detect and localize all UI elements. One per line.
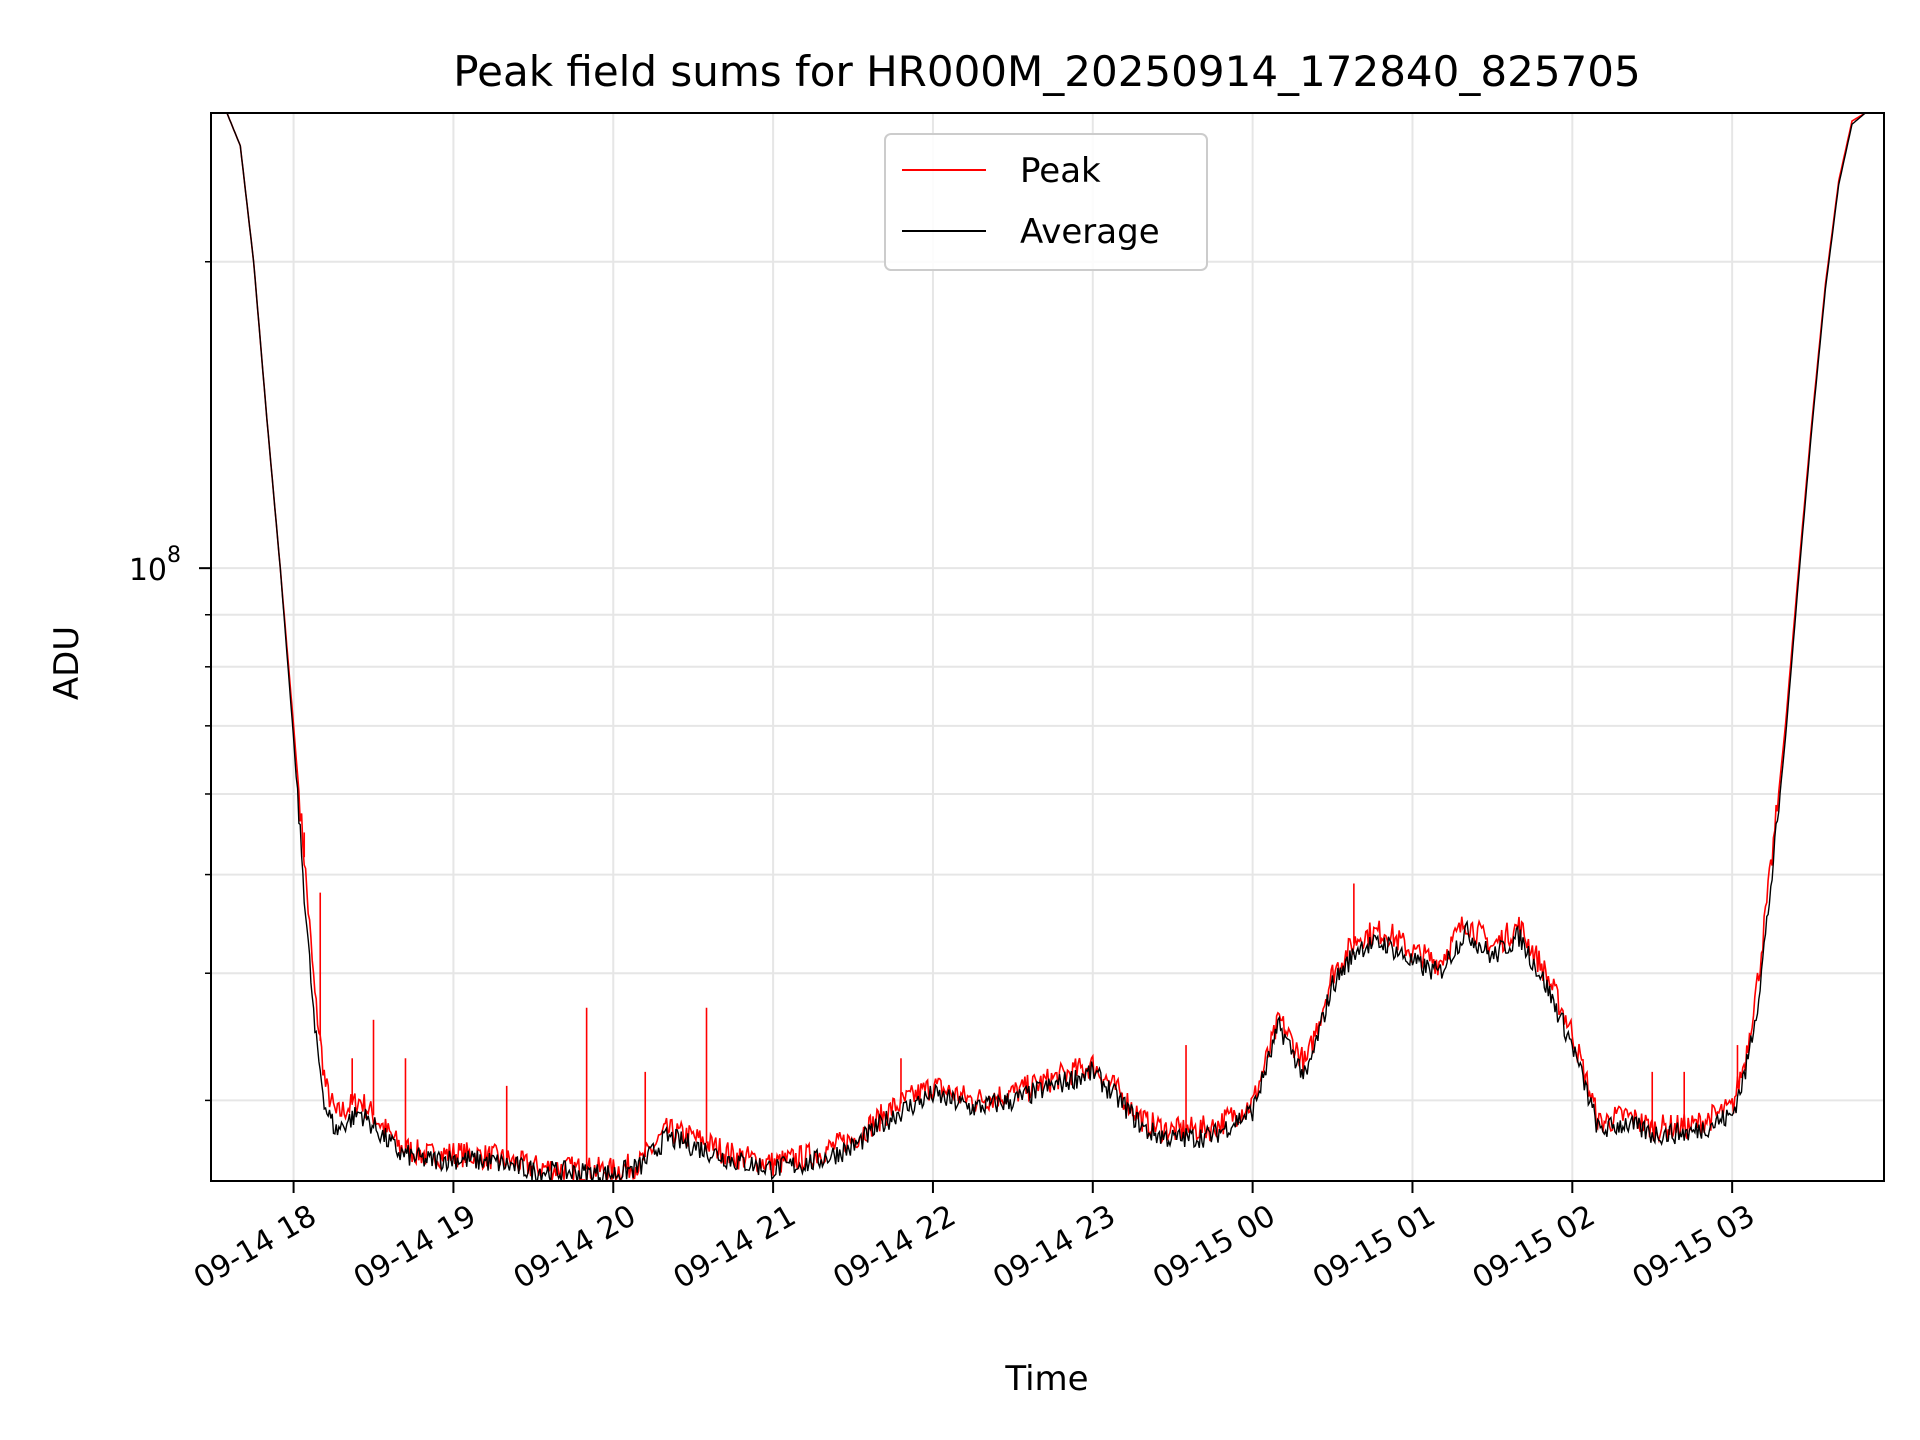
series-layer (211, 113, 1884, 1181)
x-tick-label: 09-15 00 (1147, 1198, 1281, 1296)
legend-box (884, 133, 1208, 271)
x-axis: 09-14 18 09-14 19 09-14 20 09-14 21 09-14 22… (188, 1181, 1761, 1296)
chart-title: Peak field sums for HR000M_20250914_1728… (453, 47, 1640, 96)
y-axis-label: ADU (47, 626, 87, 700)
legend: Peak Average (884, 133, 1208, 271)
legend-label-average: Average (1020, 212, 1160, 252)
grid (211, 113, 1884, 1181)
series-line-average (211, 113, 1884, 1181)
legend-label-peak: Peak (1020, 151, 1101, 191)
y-axis: 108 (129, 260, 211, 1102)
y-tick-label-exponent: 8 (167, 543, 181, 568)
x-tick-label: 09-14 22 (827, 1198, 961, 1296)
y-tick-label-base: 10 (129, 553, 167, 588)
x-tick-label: 09-14 18 (188, 1198, 322, 1296)
series-line-peak (211, 113, 1884, 1181)
x-tick-label: 09-14 21 (668, 1198, 802, 1296)
y-tick-label: 108 (129, 543, 181, 588)
x-tick-label: 09-15 01 (1307, 1198, 1441, 1296)
x-axis-label: Time (1004, 1359, 1088, 1399)
x-tick-label: 09-15 03 (1627, 1198, 1761, 1296)
x-tick-label: 09-14 23 (987, 1198, 1121, 1296)
x-tick-label: 09-14 20 (508, 1198, 642, 1296)
x-tick-label: 09-14 19 (348, 1198, 482, 1296)
plot-frame (210, 112, 1885, 1182)
x-tick-label: 09-15 02 (1467, 1198, 1601, 1296)
